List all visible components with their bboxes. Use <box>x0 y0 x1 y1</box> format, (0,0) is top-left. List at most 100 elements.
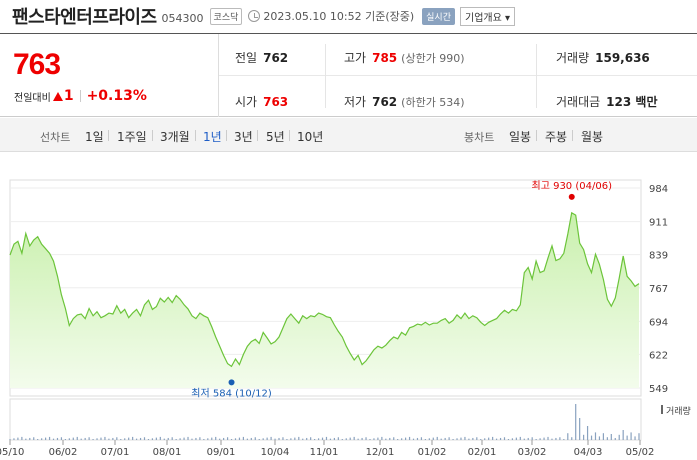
period-1y[interactable]: 1년 <box>203 130 222 144</box>
volume-bar <box>60 437 63 440</box>
volume-bar <box>543 437 545 440</box>
volume-bar <box>626 435 628 440</box>
volume-bar <box>563 439 565 440</box>
volume-bar <box>171 437 173 440</box>
volume-bar <box>155 437 157 440</box>
volume-bar <box>17 437 19 440</box>
volume-bar <box>519 436 521 440</box>
volume-bar <box>266 437 268 440</box>
clock-icon <box>248 10 261 22</box>
period-10y[interactable]: 10년 <box>297 130 324 144</box>
volume-bar <box>234 438 237 440</box>
volume-bar <box>499 437 502 440</box>
company-info-dropdown[interactable]: 기업개요 ▾ <box>460 6 516 26</box>
volume-bar <box>100 437 102 440</box>
min-label: 최저 584 (10/12) <box>191 387 272 399</box>
realtime-button[interactable]: 실시간 <box>422 7 455 25</box>
volume-bar <box>575 404 577 440</box>
x-tick-label: 05/02 <box>626 447 655 458</box>
volume-bar <box>492 436 494 440</box>
volume-bar <box>329 438 332 440</box>
volume-bar <box>179 438 181 440</box>
volume-bar <box>321 437 324 440</box>
volume-bar <box>397 439 399 440</box>
volume-bar <box>460 437 462 440</box>
volume-bar <box>448 437 450 440</box>
volume-bar <box>523 438 525 440</box>
company-name: 팬스타엔터프라이즈 <box>12 7 157 28</box>
period-3m[interactable]: 3개월 <box>160 130 190 144</box>
volume-bar <box>45 437 47 440</box>
volume-bar <box>310 437 312 440</box>
volume-bar <box>594 432 597 440</box>
stat-open: 시가 763 <box>235 95 289 109</box>
volume-bar <box>345 438 347 440</box>
volume-bar <box>139 437 142 440</box>
candle-monthly[interactable]: 월봉 <box>581 130 604 144</box>
max-marker <box>568 193 575 200</box>
volume-bar <box>444 437 446 440</box>
volume-bar <box>353 436 355 440</box>
volume-bar <box>120 439 122 440</box>
volume-bar <box>215 436 217 440</box>
volume-bar <box>96 438 98 440</box>
volume-bar <box>9 439 11 440</box>
period-1d[interactable]: 1일 <box>85 130 104 144</box>
volume-bar <box>230 439 233 440</box>
volume-bar <box>341 439 343 440</box>
y-tick-label: 984 <box>649 184 668 195</box>
period-5y[interactable]: 5년 <box>266 130 285 144</box>
y-tick-label: 911 <box>649 218 668 229</box>
volume-bar <box>242 436 245 440</box>
volume-bar <box>302 438 304 440</box>
volume-bar <box>495 438 498 440</box>
volume-bar <box>37 439 39 440</box>
volume-bar <box>112 437 114 440</box>
volume-bar <box>108 438 110 440</box>
volume-bar <box>132 436 134 440</box>
volume-bar <box>199 437 201 440</box>
price-area <box>10 212 639 388</box>
volume-bar <box>72 437 74 440</box>
volume-bar <box>381 436 383 440</box>
y-tick-label: 549 <box>649 384 668 395</box>
change-row: 전일대비 1 +0.13% <box>14 88 147 104</box>
x-tick-label: 12/01 <box>366 447 395 458</box>
y-tick-label: 694 <box>649 317 668 328</box>
volume-bar <box>64 439 66 440</box>
stat-volume: 거래량 159,636 <box>556 51 650 65</box>
volume-bar <box>539 438 541 440</box>
volume-bar <box>579 418 581 440</box>
volume-bar <box>440 438 442 440</box>
volume-bar <box>412 438 415 440</box>
volume-bar <box>21 436 23 440</box>
volume-bar <box>484 438 486 440</box>
volume-bar <box>262 438 264 440</box>
y-tick-label: 839 <box>649 251 668 262</box>
volume-bar <box>29 437 31 440</box>
volume-bar <box>286 439 288 440</box>
candle-weekly[interactable]: 주봉 <box>545 130 568 144</box>
candle-daily[interactable]: 일봉 <box>509 130 532 144</box>
volume-bar <box>602 433 604 440</box>
volume-bar <box>408 436 411 440</box>
stat-prev-close: 전일 762 <box>235 51 289 65</box>
volume-bar <box>369 439 371 440</box>
x-tick-label: 09/01 <box>207 447 236 458</box>
volume-bar <box>507 439 510 440</box>
volume-bar <box>535 439 537 440</box>
volume-bar <box>456 438 458 440</box>
stock-code: 054300 <box>161 11 204 25</box>
volume-bar <box>135 438 138 440</box>
volume-bar <box>606 437 608 440</box>
volume-bar <box>41 438 43 440</box>
x-tick-label: 08/01 <box>153 447 182 458</box>
period-1w[interactable]: 1주일 <box>117 130 147 144</box>
volume-bar <box>211 437 213 440</box>
period-3y[interactable]: 3년 <box>234 130 253 144</box>
x-tick-label: 10/04 <box>261 447 290 458</box>
price-summary: 763 전일대비 1 +0.13% 전일 762 고가 785 (상한가 990) 거… <box>0 33 697 117</box>
volume-bar <box>159 436 161 440</box>
volume-bar <box>195 437 197 440</box>
stat-amount: 거래대금 123 백만 <box>556 95 658 109</box>
